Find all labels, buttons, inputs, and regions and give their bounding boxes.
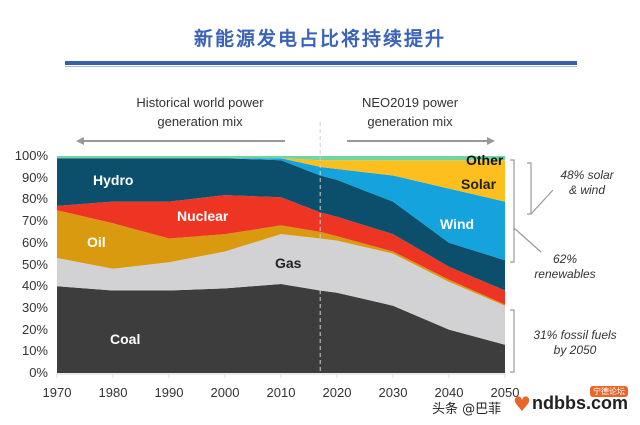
x-tick-label: 2020 (322, 385, 352, 400)
x-tick-label: 2050 (490, 385, 520, 400)
area-oil (57, 210, 505, 306)
y-tick-label: 50% (21, 256, 48, 272)
area-gas (57, 234, 505, 345)
label-hydro: Hydro (93, 172, 134, 188)
anno-fossil-line1: 31% fossil fuels (533, 328, 617, 342)
x-tick-label: 2010 (266, 385, 296, 400)
label-solar: Solar (461, 176, 497, 192)
x-tick-label: 2030 (378, 385, 408, 400)
label-gas: Gas (275, 255, 302, 271)
historical-era-line1: Historical world power (136, 95, 264, 110)
y-tick-label: 80% (21, 191, 48, 207)
x-tick-label: 2040 (434, 385, 464, 400)
label-wind: Wind (440, 216, 475, 232)
label-nuclear: Nuclear (177, 208, 229, 224)
y-tick-label: 100% (14, 148, 48, 163)
title-rule-thin (65, 66, 577, 67)
x-tick-label: 1970 (42, 385, 72, 400)
anno-fossil-line2: by 2050 (553, 343, 597, 357)
historical-era-label: Historical world power generation mix (100, 93, 300, 131)
y-tick-label: 70% (21, 213, 48, 229)
title-rule (65, 61, 577, 65)
area-other (57, 156, 505, 161)
y-tick-label: 90% (21, 169, 48, 185)
area-hydro (57, 158, 505, 291)
anno-solar-wind-line1: 48% solar (560, 168, 614, 182)
annotation-solar-wind: 48% solar & wind (552, 168, 622, 198)
y-tick-label: 40% (21, 278, 48, 294)
area-nuclear (57, 195, 505, 305)
forecast-era-line2: generation mix (367, 114, 453, 129)
forecast-era-line1: NEO2019 power (361, 95, 459, 110)
anno-solar-wind-line2: & wind (568, 183, 606, 197)
annotation-fossil: 31% fossil fuels by 2050 (525, 328, 625, 358)
right-arrow-icon (347, 137, 495, 145)
label-oil: Oil (87, 234, 106, 250)
anno-renewables-line2: renewables (534, 267, 596, 281)
watermark-brand: ndbbs.com (532, 393, 629, 413)
y-tick-label: 30% (21, 299, 48, 315)
historical-era-line2: generation mix (157, 114, 243, 129)
annotation-renewables: 62% renewables (525, 252, 605, 282)
label-coal: Coal (110, 331, 141, 347)
watermark-badge: 宁德论坛 (590, 386, 628, 397)
x-tick-label: 1980 (98, 385, 128, 400)
area-coal (57, 284, 505, 373)
watermark-text: 头条 @巴菲 (432, 402, 502, 417)
y-tick-label: 60% (21, 234, 48, 250)
forecast-era-label: NEO2019 power generation mix (330, 93, 490, 131)
label-other: Other (466, 152, 504, 168)
x-tick-label: 1990 (154, 385, 184, 400)
y-tick-label: 0% (29, 365, 48, 380)
anno-renewables-line1: 62% (552, 252, 578, 266)
left-arrow-icon (76, 137, 285, 145)
area-wind (57, 158, 505, 261)
area-solar (57, 158, 505, 202)
y-tick-label: 10% (21, 343, 48, 359)
watermark-heart-icon: ♥ (513, 392, 531, 416)
page-title: 新能源发电占比将持续提升 (193, 28, 446, 50)
y-tick-label: 20% (21, 321, 48, 337)
x-tick-label: 2000 (210, 385, 240, 400)
